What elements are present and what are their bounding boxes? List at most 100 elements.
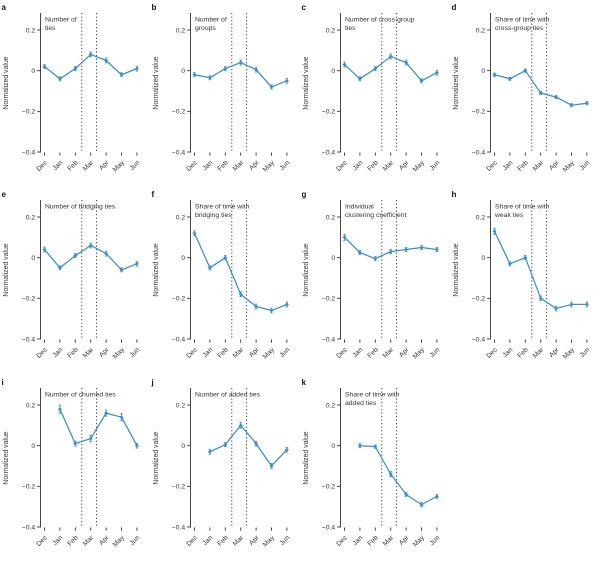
panel-letter: i [2,378,4,387]
data-point [57,406,62,411]
chart-i: i Number of churned ties 0.2 0 −0.2 −0.4 Norma… [2,378,142,548]
panel-g: g Individual clustering coefficient 0.2 0 −0.… [300,187,450,374]
y-axis-label: Normalized value [303,244,310,297]
data-point [88,436,93,441]
panel-k: k Share of time with added ties 0.2 0 −0.2 −0.… [300,375,450,562]
y-tick-label: −0.2 [472,109,486,116]
y-tick-label: 0 [481,68,485,75]
x-tick-label: Dec [335,534,349,548]
y-tick-label: 0 [181,68,185,75]
data-point [134,443,139,448]
y-tick-label: −0.2 [322,109,336,116]
y-tick-label: 0.2 [176,402,186,409]
x-tick-label: Jun [429,159,442,172]
data-line [343,55,438,82]
data-point [507,262,512,267]
chart-j: j Number of added ties 0.2 0 −0.2 −0.4 Normali… [151,378,292,548]
y-tick-label: −0.2 [172,483,186,490]
data-point [88,52,93,57]
x-tick-label: Mar [232,534,246,548]
chart-title-line: Number of [45,17,77,24]
data-point [419,78,424,83]
x-tick-label: Mar [382,534,396,548]
panel-letter: h [452,190,457,199]
data-line [59,408,138,446]
chart-title-line: Share of time with [195,204,250,211]
data-point [357,76,362,81]
x-tick-label: Jun [129,534,142,547]
x-tick-label: Apr [398,159,411,172]
panel-letter: g [302,190,307,199]
x-tick-label: Jun [429,534,442,547]
y-tick-label: −0.4 [322,524,336,531]
data-point [523,255,528,260]
y-tick-label: −0.4 [472,149,486,156]
x-tick-label: Apr [398,346,411,359]
chart-title-line: bridging ties [195,212,232,219]
y-tick-label: 0.2 [326,402,336,409]
panel-letter: c [302,3,307,12]
data-point [269,308,274,313]
x-tick-label: Mar [82,534,96,548]
x-tick-label: Apr [98,346,111,359]
x-tick-label: Dec [335,346,349,360]
data-point [284,302,289,307]
y-axis-label: Normalized value [153,244,160,297]
x-tick-label: Jan [202,159,215,172]
x-tick-label: Jan [52,347,65,360]
y-tick-label: 0 [31,443,35,450]
x-tick-label: Feb [366,347,379,360]
data-point [419,245,424,250]
y-tick-label: 0 [31,255,35,262]
y-tick-label: 0 [331,68,335,75]
x-tick-label: Mar [532,159,546,173]
data-point [434,247,439,252]
data-point [238,60,243,65]
x-tick-label: May [262,159,276,173]
data-point [207,449,212,454]
x-tick-label: Jan [352,159,365,172]
data-point [42,64,47,69]
x-tick-label: Feb [216,347,229,360]
x-tick-label: Feb [366,534,379,547]
data-point [73,66,78,71]
data-point [223,442,228,447]
chart-title-line: Number of added ties [195,391,261,398]
data-line [193,232,288,312]
data-point [192,231,197,236]
x-tick-label: Jan [352,347,365,360]
data-point [388,54,393,59]
y-axis-label: Normalized value [303,56,310,109]
y-axis-label: Normalized value [453,56,460,109]
y-axis-label: Normalized value [3,244,10,297]
x-tick-label: Jun [279,534,292,547]
x-tick-label: Dec [35,534,49,548]
chart-title-line: added ties [345,400,377,407]
x-tick-label: May [262,346,276,360]
x-tick-label: Apr [548,346,561,359]
y-tick-label: −0.4 [172,149,186,156]
data-point [373,66,378,71]
data-point [207,266,212,271]
data-point [569,302,574,307]
chart-title-line: weak ties [494,212,524,219]
panel-letter: f [152,190,155,199]
data-point [104,251,109,256]
x-tick-label: May [112,159,126,173]
x-tick-label: May [412,159,426,173]
data-line [43,245,138,271]
x-tick-label: Dec [485,159,499,173]
y-tick-label: −0.4 [322,149,336,156]
chart-title-line: clustering coefficient [345,212,407,219]
data-point [223,66,228,71]
y-axis-label: Normalized value [3,431,10,484]
y-tick-label: −0.2 [22,296,36,303]
x-tick-label: Jan [202,347,215,360]
panel-i: i Number of churned ties 0.2 0 −0.2 −0.4 Norma… [0,375,150,562]
x-tick-label: Mar [82,346,96,360]
x-tick-label: Jun [429,347,442,360]
data-point [119,72,124,77]
chart-title-line: cross-group ties [495,25,544,32]
